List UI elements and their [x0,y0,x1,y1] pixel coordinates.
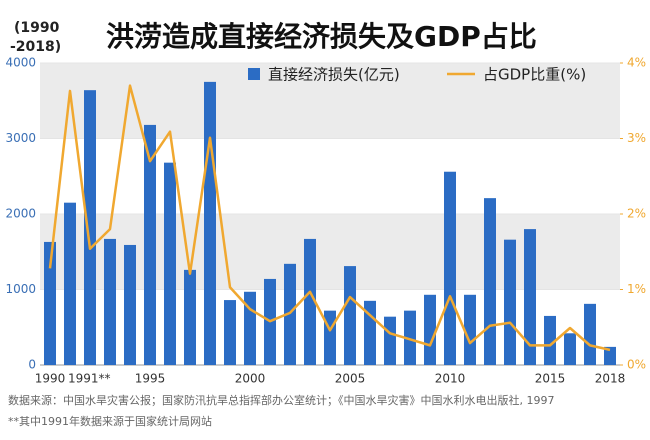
y2-tick-label: 0% [627,358,646,372]
y2-tick-label: 2% [627,207,646,221]
legend-label: 占GDP比重(%) [483,66,586,84]
legend-label: 直接经济损失(亿元) [268,66,400,84]
y-tick-label: 0 [28,358,36,372]
bar [204,81,216,365]
bar [484,198,496,365]
bar [344,266,356,365]
line [48,84,611,352]
title-note: (1990 [14,20,60,36]
x-tick-label: 1990 [35,372,66,386]
x-tick-label: 2018 [595,372,626,386]
x-tick-label: 1991** [68,372,111,386]
footnote: **其中1991年数据来源于国家统计局网站 [8,414,212,428]
bar [424,294,436,365]
chart-title: 洪涝造成直接经济损失及GDP占比 [106,20,537,53]
bar [84,90,96,366]
bar [324,310,336,365]
bar [64,202,76,365]
x-tick-label: 2010 [435,372,466,386]
bar [524,229,536,365]
grid-band [40,63,620,139]
bar [564,333,576,365]
bar [584,303,596,365]
bar [144,124,156,365]
x-tick-label: 2000 [235,372,266,386]
y2-tick-label: 4% [627,56,646,70]
y-tick-label: 4000 [5,56,36,70]
y2-tick-label: 3% [627,131,646,145]
bar [164,162,176,365]
bar [464,294,476,365]
bar [224,300,236,365]
x-tick-label: 1995 [135,372,166,386]
footnote: 数据来源：中国水旱灾害公报；国家防汛抗旱总指挥部办公室统计；《中国水旱灾害》中国… [8,393,554,407]
bar [384,316,396,365]
y2-tick-label: 1% [627,282,646,296]
bar [444,171,456,365]
y-tick-label: 2000 [5,207,36,221]
bar [304,238,316,365]
bar [544,315,556,365]
grid-band [40,214,620,290]
bar [604,346,616,365]
y-tick-label: 1000 [5,282,36,296]
bar [124,244,136,365]
legend-swatch [248,68,260,80]
bar [44,241,56,365]
bar [404,310,416,365]
bar [184,269,196,365]
bar [504,239,516,365]
x-tick-label: 2015 [535,372,566,386]
bar [104,238,116,365]
y-tick-label: 3000 [5,131,36,145]
title-note: -2018) [10,39,61,55]
bar [284,263,296,365]
x-tick-label: 2005 [335,372,366,386]
